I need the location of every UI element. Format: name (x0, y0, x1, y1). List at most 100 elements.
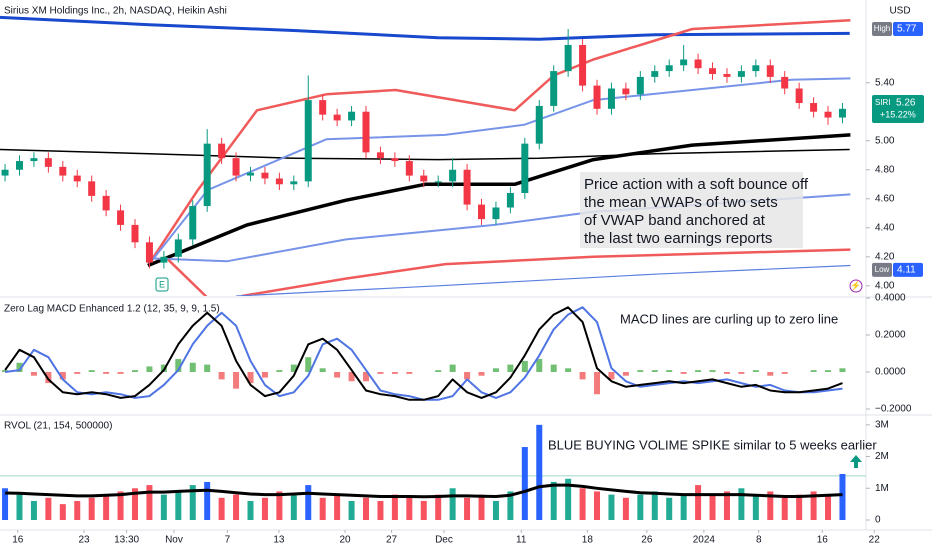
histogram-bar (464, 372, 471, 380)
badge-label: Low (875, 265, 890, 274)
candle-body (203, 143, 211, 207)
histogram-bar (319, 368, 326, 372)
candle-body (709, 68, 717, 74)
vwap-line (146, 19, 851, 267)
y-tick-label: 4.00 (875, 280, 895, 291)
badge-value: 4.11 (897, 265, 916, 276)
candle-body (333, 114, 341, 121)
volume-bar (565, 478, 572, 520)
volume-bar (507, 491, 514, 520)
x-tick-label: 2024 (693, 535, 716, 546)
candle-body (795, 88, 803, 104)
histogram-bar (608, 372, 615, 380)
histogram-bar (478, 372, 485, 376)
x-tick-label: 23 (78, 535, 90, 546)
histogram-bar (767, 372, 774, 376)
candle-body (622, 88, 630, 95)
x-tick-label: 16 (12, 535, 24, 546)
y-tick-label: 1M (875, 483, 889, 494)
x-tick-label: Dec (435, 535, 453, 546)
histogram-bar (622, 372, 629, 376)
volume-bar (146, 485, 153, 520)
candle-body (73, 175, 81, 182)
last-change: +15.22% (880, 109, 916, 119)
y-tick-label: 0.0000 (875, 367, 906, 378)
annotation-box (544, 436, 834, 456)
histogram-bar (709, 370, 716, 372)
volume-bar (59, 504, 66, 520)
histogram-bar (146, 366, 153, 372)
candle-body (723, 74, 731, 77)
volume-bar (391, 494, 398, 520)
volume-bar (550, 481, 557, 520)
y-tick-label: 0 (875, 515, 881, 526)
volume-bar (709, 494, 716, 520)
volume-bar (319, 497, 326, 520)
volume-bar (579, 488, 586, 520)
x-tick-label: 13 (273, 535, 285, 546)
histogram-bar (261, 372, 268, 378)
x-tick-label: 20 (340, 535, 352, 546)
volume-bar (2, 488, 9, 520)
y-tick-label: 4.20 (875, 251, 895, 262)
histogram-bar (59, 372, 66, 380)
candle-body (290, 181, 298, 185)
volume-bar (478, 494, 485, 520)
candle-body (145, 242, 153, 263)
volume-bar (464, 497, 471, 520)
volume-bar (752, 494, 759, 520)
x-tick-label: 16 (817, 535, 829, 546)
volume-bar (594, 491, 601, 520)
histogram-bar (218, 372, 225, 380)
volume-bar (16, 494, 23, 520)
volume-bar (449, 488, 456, 520)
histogram-bar (825, 370, 832, 372)
histogram-bar (305, 357, 312, 372)
histogram-bar (103, 372, 110, 374)
histogram-bar (695, 370, 702, 372)
last-price-badge (872, 95, 924, 124)
histogram-bar (579, 372, 586, 380)
histogram-bar (781, 372, 788, 374)
badge-label: High (874, 24, 890, 33)
histogram-bar (738, 372, 745, 374)
volume-bar (334, 494, 341, 520)
histogram-bar (435, 370, 442, 372)
badge-value: 5.77 (897, 24, 917, 35)
volume-bar (767, 491, 774, 520)
vwap-line (147, 77, 851, 267)
annotation: of VWAP band anchored at (584, 212, 766, 229)
candle-body (189, 206, 197, 240)
candle-body (651, 71, 659, 77)
volume-bar (680, 494, 687, 520)
price-badge (893, 262, 923, 277)
candle-body (752, 65, 760, 72)
volume-bar (695, 485, 702, 520)
candle-body (30, 158, 38, 162)
volume-bar (608, 494, 615, 520)
histogram-bar (680, 372, 687, 374)
annotation: the mean VWAPs of two sets (584, 194, 778, 211)
volume-bar (377, 500, 384, 520)
candle-body (607, 88, 615, 109)
volume-bar (810, 491, 817, 520)
histogram-bar (334, 372, 341, 378)
candle-body (636, 76, 644, 95)
volume-bar (492, 500, 499, 520)
histogram-bar (391, 372, 398, 374)
candle-body (218, 143, 226, 159)
y-tick-label: 3M (875, 419, 889, 430)
y-tick-label: 4.60 (875, 193, 895, 204)
volume-bar (276, 491, 283, 520)
candle-body (781, 76, 789, 89)
histogram-bar (290, 364, 297, 372)
histogram-bar (536, 359, 543, 372)
histogram-bar (233, 372, 240, 389)
volume-bar (45, 497, 52, 520)
volume-bar (131, 488, 138, 520)
svg-text:⚡: ⚡ (850, 279, 861, 291)
candle-body (434, 181, 442, 183)
x-tick-label: 27 (386, 535, 398, 546)
